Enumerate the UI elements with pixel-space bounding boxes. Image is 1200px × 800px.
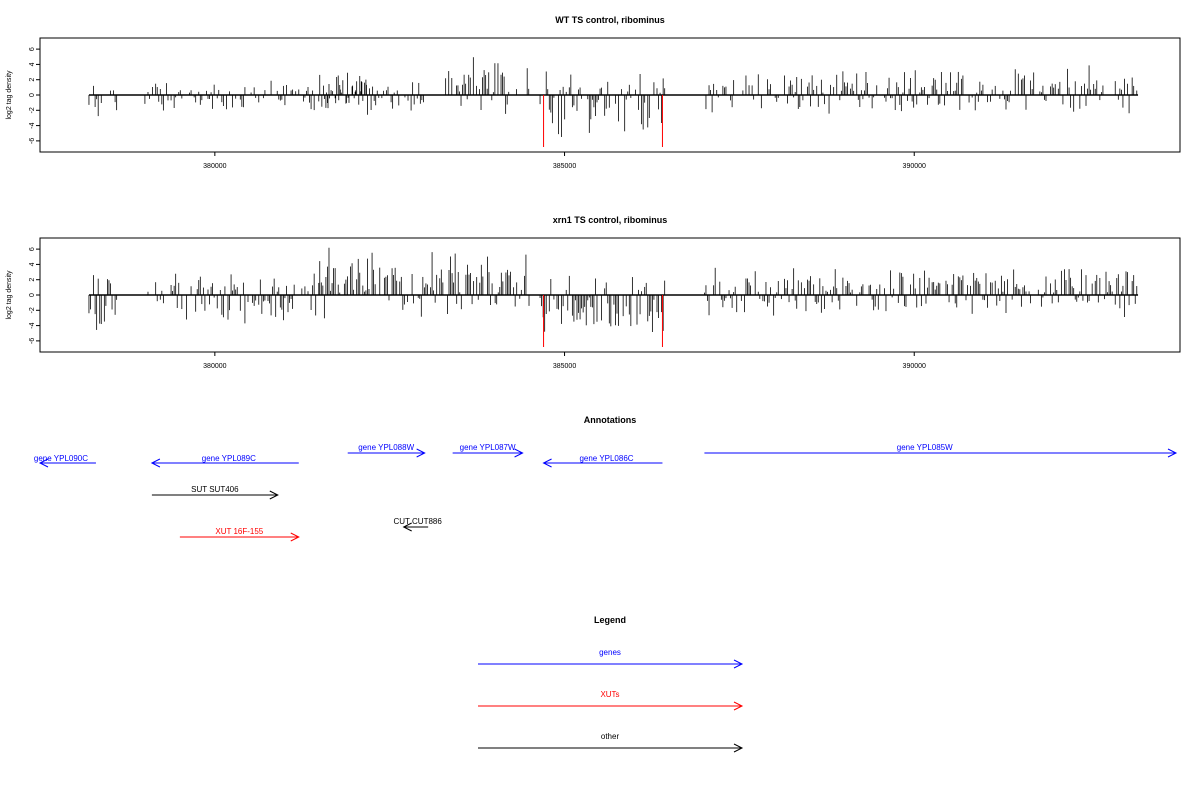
- annotation-label: gene YPL085W: [897, 443, 953, 452]
- bars-group: [88, 247, 1139, 347]
- annotation-label: SUT SUT406: [191, 485, 239, 494]
- chart-title: xrn1 TS control, ribominus: [553, 215, 668, 225]
- y-tick-label: 2: [29, 278, 36, 282]
- x-tick-label: 390000: [903, 363, 926, 370]
- legend-title: Legend: [594, 615, 626, 625]
- annotation-track: gene YPL090C: [34, 454, 96, 468]
- arrow-head: [269, 490, 279, 500]
- legend-items: genes XUTs other: [478, 648, 744, 753]
- legend-item: other: [478, 732, 744, 753]
- y-tick-label: -2: [29, 107, 36, 113]
- y-tick-label: 4: [29, 262, 36, 266]
- arrow-head: [733, 701, 744, 711]
- annotations-panel: Annotations gene YPL090C gene YPL089Cgene…: [34, 415, 1178, 542]
- annotation-tracks: gene YPL090C gene YPL089C gene YPL088W gene…: [34, 443, 1178, 542]
- annotation-track: gene YPL087W: [452, 443, 524, 458]
- annotation-label: CUT CUT886: [394, 517, 443, 526]
- arrow-head: [1167, 448, 1178, 458]
- axes-group: -6 -4 -2 0 2 4 6 380000 385000 390000: [29, 47, 926, 170]
- annotation-track: gene YPL089C: [150, 454, 299, 468]
- y-tick-label: 2: [29, 78, 36, 82]
- x-tick-label: 380000: [203, 163, 226, 170]
- y-axis-label: log2 tag density: [6, 70, 13, 120]
- annotation-track: XUT 16F-155: [179, 527, 300, 542]
- legend-label: XUTs: [600, 690, 619, 699]
- annotation-track: gene YPL085W: [704, 443, 1178, 458]
- annotation-track: CUT CUT886: [394, 517, 443, 532]
- arrow-head: [733, 743, 744, 753]
- annotation-track: gene YPL088W: [347, 443, 426, 458]
- legend-item: XUTs: [478, 690, 744, 711]
- arrow-head: [38, 458, 49, 468]
- y-tick-label: 0: [29, 93, 36, 97]
- y-tick-label: 4: [29, 62, 36, 66]
- x-tick-label: 380000: [203, 363, 226, 370]
- bars-group: [88, 57, 1139, 147]
- legend-label: genes: [599, 648, 621, 657]
- annotation-label: gene YPL089C: [202, 454, 256, 463]
- chart-title: WT TS control, ribominus: [555, 15, 665, 25]
- y-tick-label: -2: [29, 307, 36, 313]
- annotations-title: Annotations: [584, 415, 637, 425]
- annotation-label: XUT 16F-155: [215, 527, 263, 536]
- annotation-track: SUT SUT406: [151, 485, 279, 500]
- x-tick-label: 390000: [903, 163, 926, 170]
- panel-xrn1: xrn1 TS control, ribominus log2 tag dens…: [6, 215, 1181, 370]
- arrow-head: [733, 659, 744, 669]
- annotation-label: gene YPL086C: [579, 454, 633, 463]
- arrow-head: [290, 532, 300, 542]
- arrow-head: [542, 458, 552, 468]
- x-tick-label: 385000: [553, 363, 576, 370]
- annotation-label: gene YPL087W: [460, 443, 516, 452]
- legend-item: genes: [478, 648, 744, 669]
- arrow-head: [402, 522, 412, 532]
- x-tick-label: 385000: [553, 163, 576, 170]
- legend-panel: Legend genes XUTs other: [478, 615, 744, 753]
- annotation-label: gene YPL090C: [34, 454, 88, 463]
- y-tick-label: 0: [29, 293, 36, 297]
- panel-wt: WT TS control, ribominus log2 tag densit…: [6, 15, 1181, 170]
- y-tick-label: 6: [29, 247, 36, 251]
- y-tick-label: -6: [29, 138, 36, 144]
- y-tick-label: -4: [29, 322, 36, 328]
- axes-group: -6 -4 -2 0 2 4 6 380000 385000 390000: [29, 247, 926, 370]
- arrow-head: [514, 448, 524, 458]
- y-tick-label: -4: [29, 122, 36, 128]
- y-tick-label: 6: [29, 47, 36, 51]
- arrow-head: [150, 458, 161, 468]
- annotation-label: gene YPL088W: [358, 443, 414, 452]
- arrow-head: [416, 448, 426, 458]
- y-axis-label: log2 tag density: [6, 270, 13, 320]
- legend-label: other: [601, 732, 620, 741]
- annotation-track: gene YPL086C: [542, 454, 663, 468]
- y-tick-label: -6: [29, 338, 36, 344]
